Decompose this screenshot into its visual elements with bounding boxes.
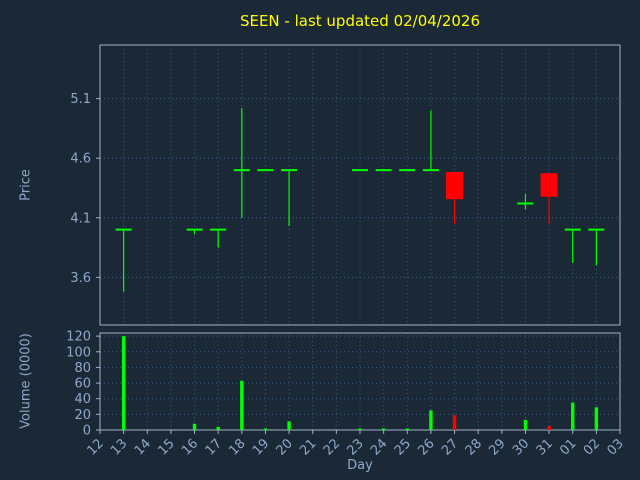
price-plot-frame <box>99 44 621 326</box>
volume-bar <box>358 428 362 430</box>
candle-body <box>540 173 558 197</box>
price-tick-label: 5.1 <box>70 92 91 107</box>
day-tick-label: 28 <box>463 436 485 458</box>
volume-bar <box>452 415 457 430</box>
day-tick-label: 20 <box>274 436 296 458</box>
day-axis-label: Day <box>347 458 373 473</box>
day-tick-label: 19 <box>250 436 272 458</box>
volume-bar <box>594 407 599 430</box>
volume-bar <box>381 428 386 430</box>
volume-bar <box>192 423 197 430</box>
volume-bar <box>547 426 551 430</box>
volume-axis-label: Volume (0000) <box>18 333 34 429</box>
day-tick-label: 22 <box>321 436 343 458</box>
day-tick-label: 17 <box>203 436 225 458</box>
volume-bar <box>121 336 126 430</box>
volume-tick-label: 20 <box>74 408 91 423</box>
axes-frame <box>96 44 621 434</box>
price-tick-label: 4.6 <box>70 152 91 167</box>
day-tick-label: 24 <box>368 436 390 458</box>
volume-bar <box>571 402 575 430</box>
candles <box>115 108 605 292</box>
day-tick-label: 01 <box>557 436 579 458</box>
day-tick-label: 26 <box>415 436 437 458</box>
volume-tick-label: 0 <box>83 424 91 439</box>
gridlines <box>99 45 621 431</box>
day-tick-label: 30 <box>510 436 532 458</box>
candle-body <box>446 171 464 200</box>
day-tick-label: 31 <box>534 436 556 458</box>
volume-bar <box>523 419 528 430</box>
volume-tick-label: 80 <box>74 361 91 376</box>
day-tick-label: 15 <box>155 436 177 458</box>
day-tick-label: 02 <box>581 436 603 458</box>
volume-bar <box>216 426 220 430</box>
day-tick-label: 29 <box>486 436 508 458</box>
day-tick-label: 12 <box>85 436 107 458</box>
day-tick-label: 14 <box>132 436 154 458</box>
chart-title: SEEN - last updated 02/04/2026 <box>239 12 481 30</box>
volume-bar <box>429 410 433 430</box>
price-axis-label: Price <box>18 169 34 201</box>
day-tick-label: 03 <box>605 436 627 458</box>
volume-bar <box>287 421 291 430</box>
day-tick-label: 18 <box>226 436 248 458</box>
day-tick-label: 16 <box>179 436 201 458</box>
day-tick-label: 25 <box>392 436 414 458</box>
volume-tick-label: 100 <box>66 345 91 360</box>
day-tick-label: 27 <box>439 436 461 458</box>
volume-bar <box>263 428 268 430</box>
volume-bars <box>121 336 599 430</box>
day-tick-label: 21 <box>297 436 319 458</box>
day-tick-label: 13 <box>108 436 130 458</box>
volume-bar <box>405 428 409 430</box>
volume-tick-label: 120 <box>66 330 91 345</box>
volume-tick-label: 60 <box>74 377 91 392</box>
volume-tick-label: 40 <box>74 392 91 407</box>
price-tick-label: 4.1 <box>70 211 91 226</box>
price-tick-label: 3.6 <box>70 271 91 286</box>
volume-bar <box>240 380 244 430</box>
day-tick-label: 23 <box>345 436 367 458</box>
